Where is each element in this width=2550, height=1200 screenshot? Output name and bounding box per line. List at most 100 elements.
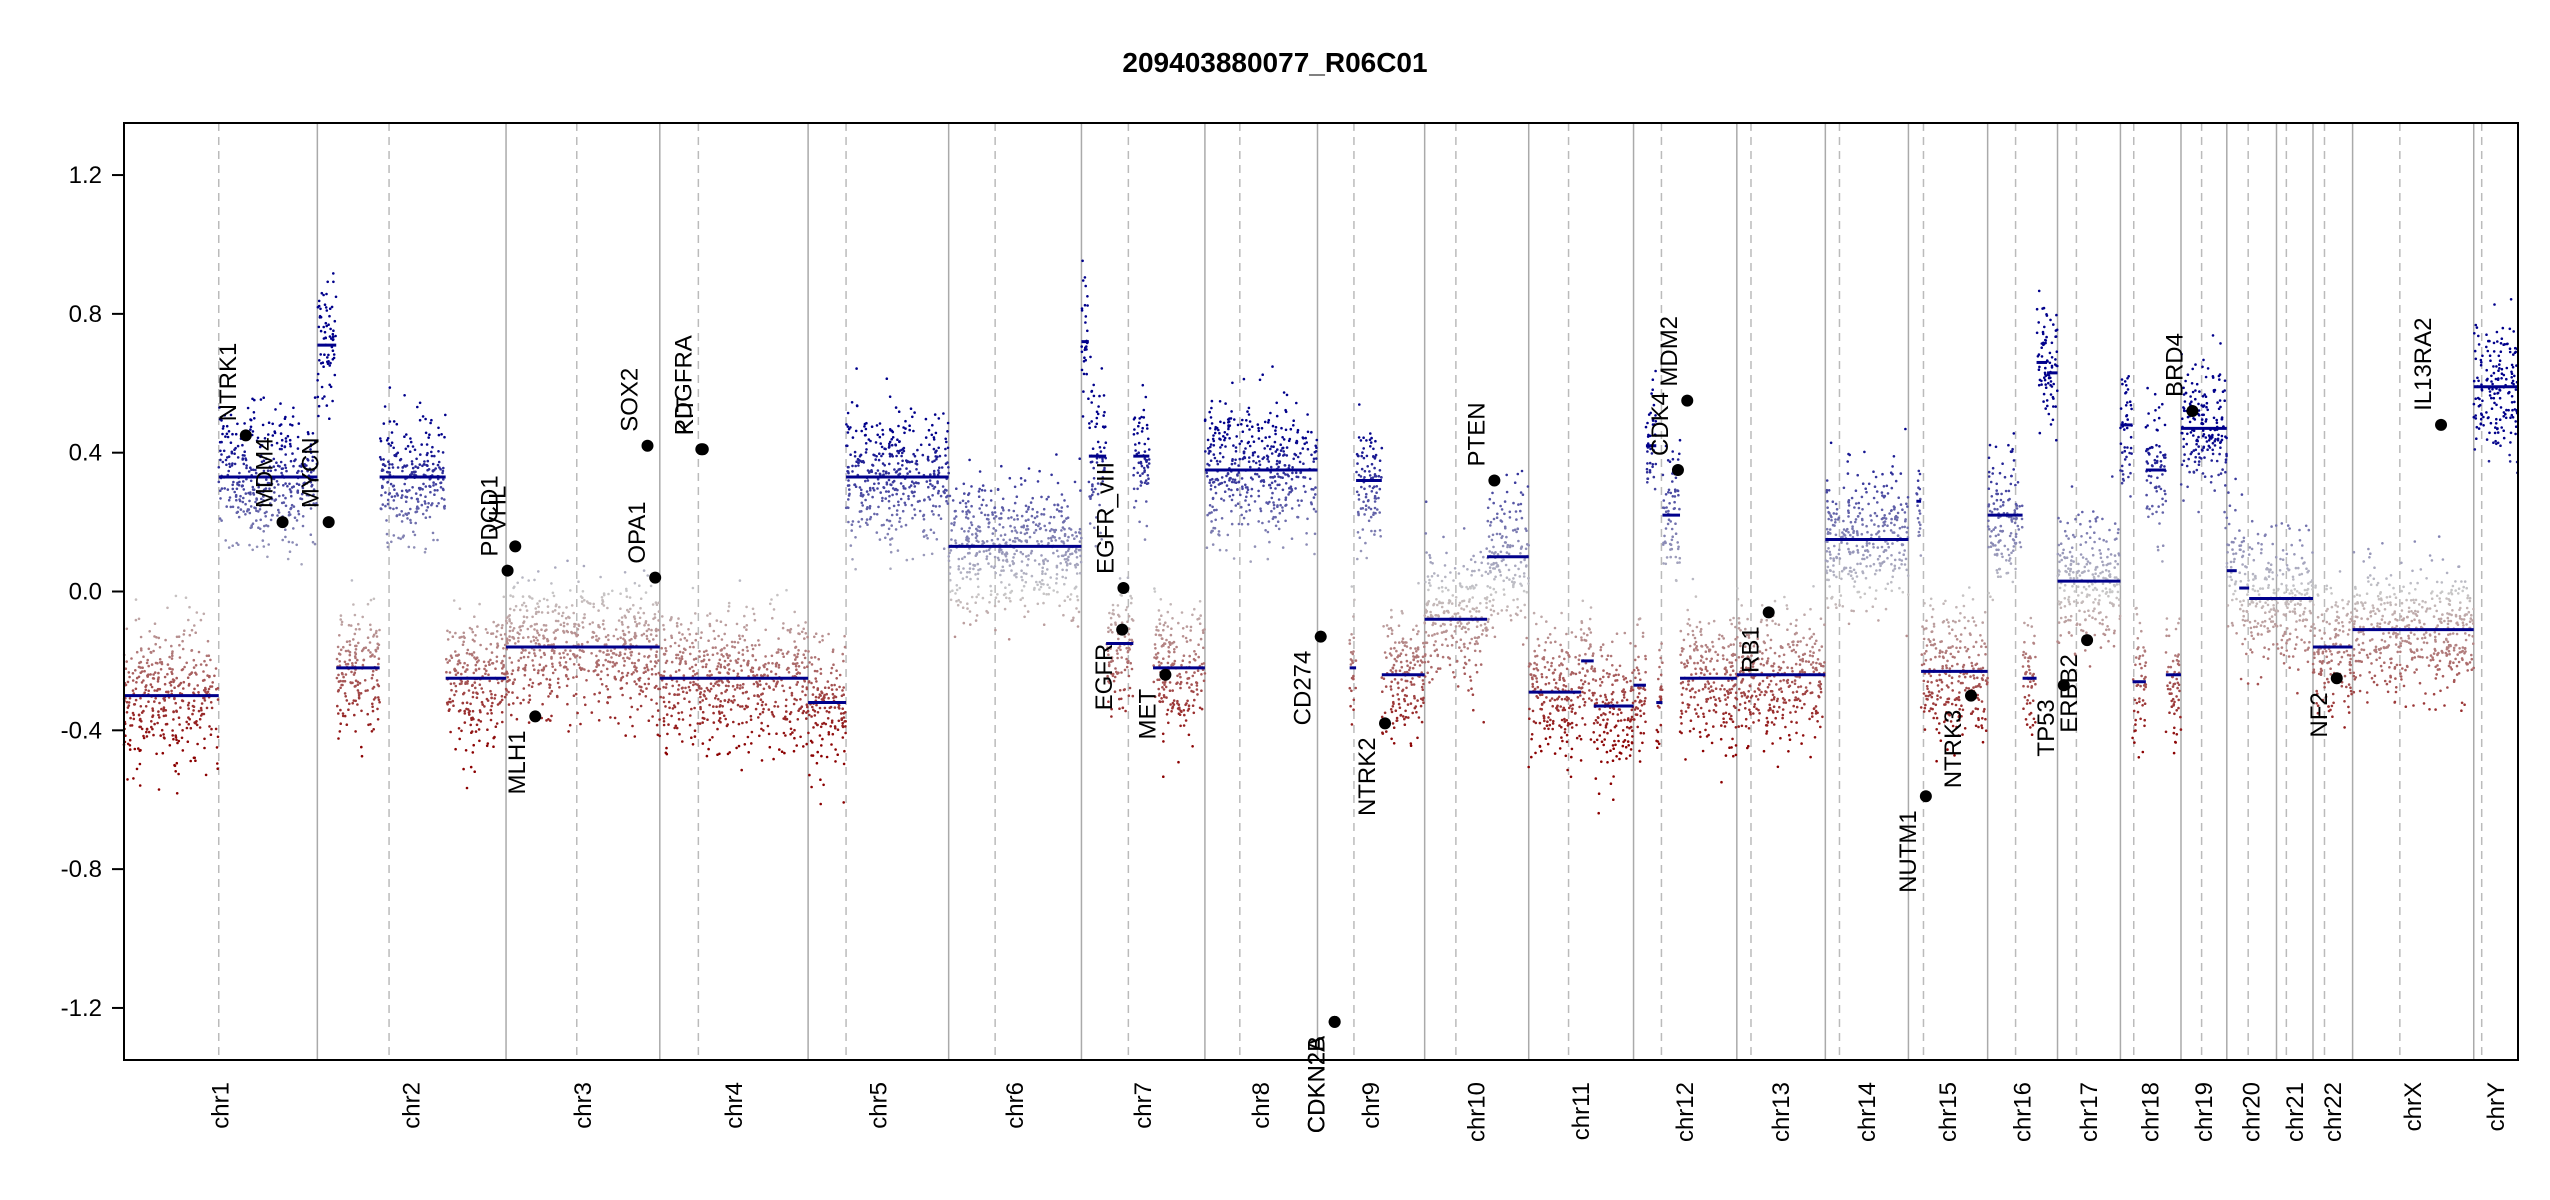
probe-point [1245, 510, 1248, 513]
probe-point [653, 686, 657, 689]
probe-point [947, 555, 951, 558]
probe-point [485, 669, 488, 673]
probe-point [235, 487, 239, 491]
probe-point [678, 650, 682, 654]
probe-point [345, 699, 349, 702]
probe-point [1041, 570, 1044, 573]
probe-point [274, 498, 278, 501]
probe-point [187, 722, 190, 726]
probe-point [901, 464, 904, 467]
probe-point [845, 423, 848, 426]
probe-point [1279, 443, 1282, 447]
probe-point [224, 539, 227, 542]
probe-point [826, 717, 830, 720]
probe-point [678, 631, 681, 634]
probe-point [147, 689, 150, 693]
probe-point [454, 747, 457, 751]
probe-point [633, 665, 636, 669]
probe-point [217, 466, 221, 469]
probe-point [684, 662, 688, 665]
probe-point [909, 407, 913, 411]
probe-point [1104, 425, 1107, 429]
probe-point [934, 451, 937, 454]
probe-point [554, 619, 558, 623]
probe-point [1185, 625, 1189, 628]
probe-point [818, 734, 822, 737]
probe-point [361, 663, 365, 667]
probe-point [481, 703, 485, 706]
probe-point [1269, 486, 1273, 490]
probe-point [1007, 516, 1010, 520]
probe-point [1227, 427, 1230, 431]
probe-point [320, 385, 324, 389]
probe-point [595, 654, 598, 658]
probe-point [366, 636, 370, 639]
probe-point [940, 466, 944, 469]
probe-point [157, 713, 160, 717]
probe-point [495, 630, 499, 633]
probe-point [142, 734, 145, 738]
probe-point [665, 752, 669, 756]
probe-point [770, 654, 774, 658]
probe-point [1248, 444, 1252, 448]
probe-point [348, 653, 352, 657]
probe-point [592, 602, 595, 606]
probe-point [670, 636, 674, 639]
probe-point [1004, 542, 1007, 545]
probe-point [1278, 453, 1281, 457]
probe-point [519, 628, 522, 632]
probe-point [288, 513, 292, 516]
probe-point [662, 720, 666, 723]
probe-point [842, 801, 845, 804]
probe-point [1266, 444, 1269, 448]
probe-point [1139, 484, 1143, 487]
probe-point [1292, 457, 1295, 461]
probe-point [345, 640, 349, 643]
probe-point [761, 692, 764, 695]
probe-point [221, 460, 225, 464]
probe-point [1230, 522, 1234, 526]
probe-point [449, 682, 453, 686]
probe-point [241, 484, 244, 487]
probe-point [1251, 451, 1255, 455]
probe-point [621, 623, 624, 626]
probe-point [1215, 459, 1219, 463]
probe-point [938, 454, 942, 458]
probe-point [1138, 421, 1141, 425]
probe-point [176, 741, 179, 745]
probe-point [340, 620, 344, 624]
probe-point [874, 472, 878, 475]
probe-point [807, 650, 810, 653]
probe-point [1314, 444, 1317, 448]
probe-point [434, 483, 438, 486]
probe-point [1412, 628, 1415, 631]
probe-point [638, 616, 642, 620]
probe-point [253, 417, 256, 420]
probe-point [173, 764, 177, 768]
probe-point [932, 469, 936, 473]
probe-point [1022, 571, 1026, 575]
probe-point [332, 353, 336, 356]
probe-point [815, 723, 819, 727]
probe-point [1380, 446, 1384, 450]
probe-point [311, 540, 315, 544]
probe-point [1423, 645, 1426, 649]
probe-point [613, 716, 617, 720]
probe-point [261, 503, 264, 506]
probe-point [127, 704, 131, 707]
probe-point [643, 666, 646, 670]
probe-point [645, 663, 648, 667]
probe-point [509, 607, 512, 611]
probe-point [977, 495, 981, 499]
probe-point [400, 489, 404, 493]
probe-point [767, 732, 771, 736]
probe-point [842, 686, 845, 689]
probe-point [286, 434, 290, 438]
probe-point [316, 395, 320, 399]
probe-point [1156, 651, 1160, 655]
probe-point [505, 693, 508, 696]
probe-point [853, 455, 857, 458]
probe-point [210, 706, 214, 710]
probe-point [653, 665, 657, 668]
probe-point [1173, 648, 1176, 651]
